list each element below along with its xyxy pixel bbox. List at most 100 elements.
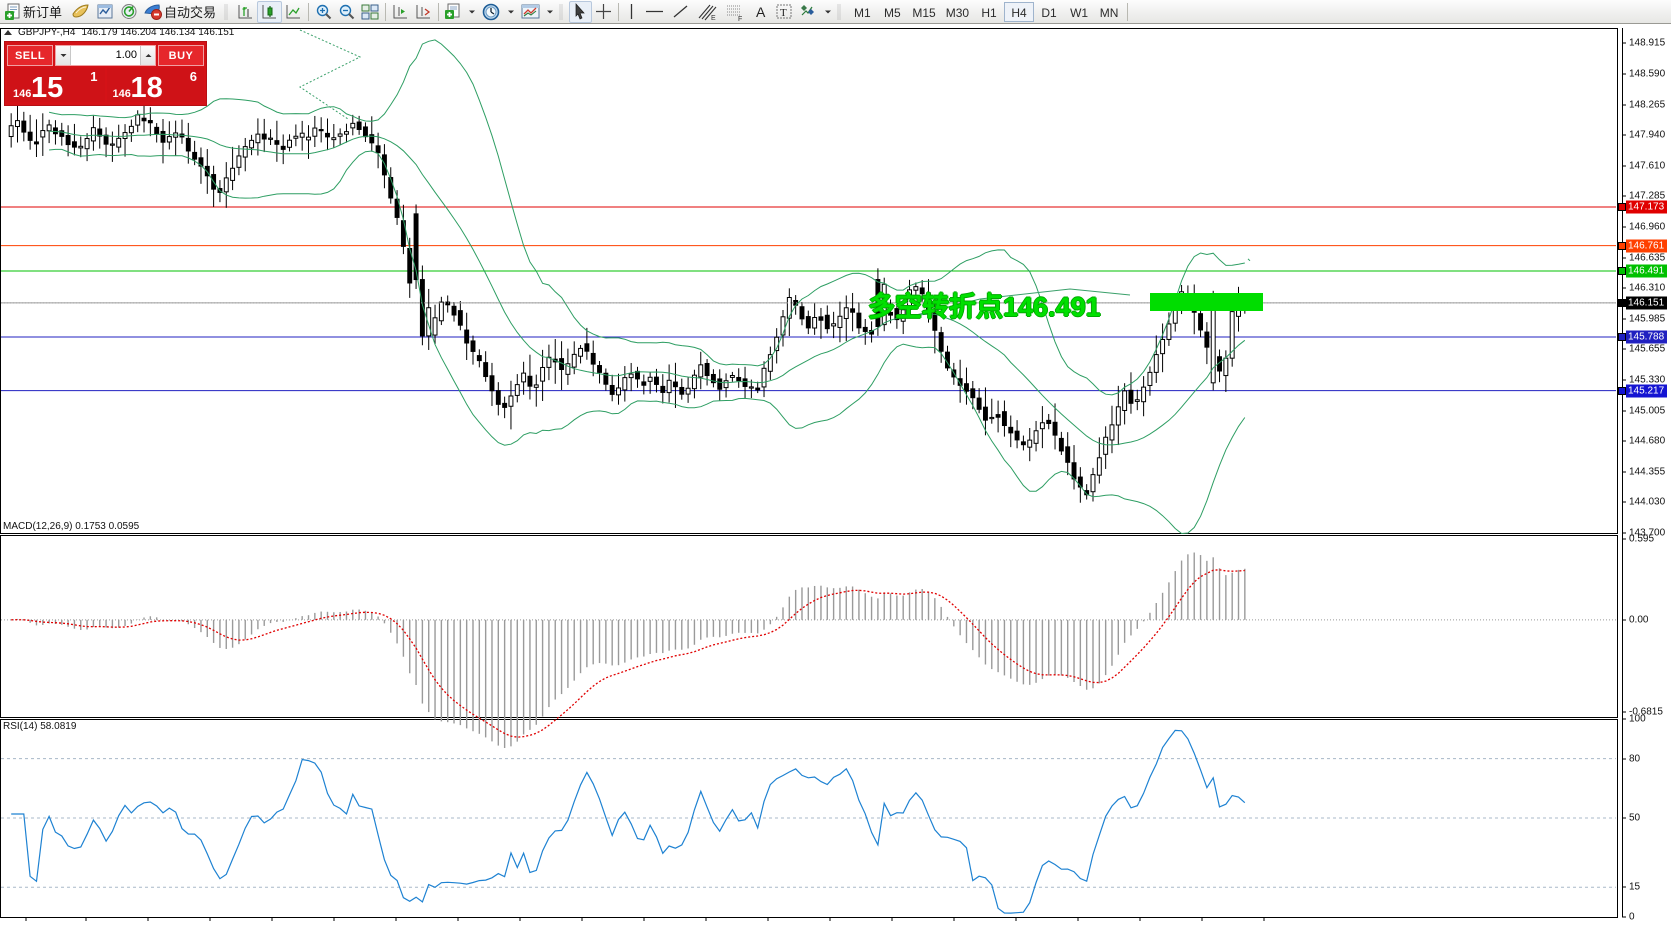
- timeframe-w1[interactable]: W1: [1070, 5, 1089, 20]
- price-tick: [1622, 471, 1626, 473]
- zoom-in-icon[interactable]: [312, 1, 335, 23]
- level-line-handle[interactable]: [1618, 203, 1626, 211]
- new-order-button[interactable]: 新订单: [2, 1, 68, 23]
- level-line-handle[interactable]: [1618, 333, 1626, 341]
- chart-shift-icon[interactable]: [389, 1, 412, 23]
- template-icon[interactable]: [518, 1, 543, 23]
- timeframe-m1[interactable]: M1: [854, 5, 871, 20]
- symbol-info-bar: GBPJPY-,H4 146.179 146.204 146.134 146.1…: [0, 26, 234, 38]
- toolbar-grip-3[interactable]: [836, 3, 844, 21]
- zoom-out-icon[interactable]: [335, 1, 358, 23]
- chart-graphics: [0, 28, 1623, 921]
- trendline-icon[interactable]: [668, 1, 693, 23]
- price-tick: [1622, 532, 1626, 534]
- new-order-label: 新订单: [23, 5, 63, 20]
- timeframe-mn[interactable]: MN: [1099, 5, 1119, 20]
- template-dropdown[interactable]: [543, 1, 557, 23]
- chart-annotation-highlight[interactable]: [1150, 293, 1263, 311]
- market-watch-icon[interactable]: [93, 1, 117, 23]
- arrows-tool-icon[interactable]: [796, 1, 821, 23]
- arrows-dropdown[interactable]: [821, 1, 835, 23]
- sell-price-display[interactable]: 146 15 1: [7, 68, 105, 104]
- tile-windows-icon[interactable]: [358, 1, 382, 23]
- level-line-price-tag[interactable]: 146.151: [1626, 296, 1668, 310]
- rsi-axis-label: 15: [1629, 881, 1641, 893]
- toolbar-separator-5: [1124, 2, 1131, 21]
- rsi-axis-label: 0: [1629, 911, 1635, 923]
- price-tick: [1622, 134, 1626, 136]
- toolbar-grip[interactable]: [223, 3, 231, 21]
- macd-axis-label: -0.6815: [1629, 706, 1663, 718]
- add-indicator-icon[interactable]: [442, 1, 465, 23]
- add-indicator-dropdown[interactable]: [465, 1, 479, 23]
- rsi-tick: [1622, 758, 1626, 760]
- price-axis-label: 144.355: [1629, 466, 1666, 478]
- chart-collapse-icon[interactable]: [4, 29, 12, 35]
- level-line-price-tag[interactable]: 145.217: [1626, 384, 1668, 398]
- price-axis-label: 143.700: [1629, 527, 1666, 539]
- chart-autoscroll-icon[interactable]: [412, 1, 435, 23]
- bar-chart-icon[interactable]: [234, 1, 257, 23]
- fibonacci-icon[interactable]: F: [721, 1, 749, 23]
- rsi-indicator-title: RSI(14) 58.0819: [3, 721, 77, 732]
- buy-price-display[interactable]: 146 18 6: [106, 68, 204, 104]
- level-line-handle[interactable]: [1618, 267, 1626, 276]
- period-clock-icon[interactable]: [479, 1, 504, 23]
- line-chart-icon[interactable]: [282, 1, 305, 23]
- price-axis-label: 146.635: [1629, 252, 1666, 263]
- level-line-handle[interactable]: [1618, 298, 1626, 307]
- price-axis-label: 144.030: [1629, 496, 1666, 508]
- buy-button[interactable]: BUY: [158, 44, 204, 66]
- equidistant-channel-icon[interactable]: E: [693, 1, 721, 23]
- volume-decrease-icon[interactable]: [56, 45, 71, 65]
- level-line-price-tag[interactable]: 147.173: [1626, 200, 1668, 214]
- volume-input[interactable]: 1.00: [115, 48, 137, 61]
- main-toolbar: 新订单: [0, 0, 1671, 24]
- volume-increase-icon[interactable]: [140, 45, 155, 65]
- price-axis-label: 145.655: [1629, 343, 1666, 355]
- expert-advisors-icon[interactable]: [68, 1, 93, 23]
- text-tool-label: A: [756, 3, 766, 20]
- vertical-line-icon[interactable]: [622, 1, 641, 23]
- level-line-price-tag[interactable]: 146.761: [1626, 239, 1668, 253]
- level-line-handle[interactable]: [1618, 241, 1626, 250]
- timeframe-m30[interactable]: M30: [945, 5, 970, 20]
- toolbar-separator-4: [615, 2, 622, 21]
- horizontal-line-icon[interactable]: [641, 1, 668, 23]
- macd-indicator-title: MACD(12,26,9) 0.1753 0.0595: [3, 521, 140, 532]
- chart-canvas-area[interactable]: 148.915 148.590 148.265 147.940 147.610 147.2…: [0, 27, 1671, 945]
- macd-axis-label: 0.00: [1629, 614, 1649, 626]
- crosshair-icon[interactable]: [592, 1, 615, 23]
- navigator-icon[interactable]: [117, 1, 141, 23]
- price-tick: [1622, 348, 1626, 350]
- price-axis-label: 146.960: [1629, 221, 1666, 233]
- sell-button[interactable]: SELL: [7, 44, 53, 66]
- level-line-price-tag[interactable]: 145.788: [1626, 330, 1668, 344]
- terminal-icon[interactable]: 自动交易: [141, 1, 222, 23]
- timeframe-h4[interactable]: H4: [1004, 1, 1035, 22]
- period-dropdown[interactable]: [504, 1, 518, 23]
- candlestick-chart-icon[interactable]: [257, 0, 283, 23]
- price-tick: [1622, 104, 1626, 105]
- level-line-handle[interactable]: [1618, 386, 1626, 395]
- price-axis-label: 147.285: [1629, 190, 1666, 202]
- cursor-arrow-icon[interactable]: [569, 0, 593, 23]
- toolbar-grip-2[interactable]: [558, 3, 566, 21]
- price-tick: [1622, 287, 1626, 289]
- level-line-price-tag[interactable]: 146.491: [1626, 264, 1668, 278]
- price-tick: [1622, 195, 1626, 197]
- timeframe-m5[interactable]: M5: [884, 5, 901, 20]
- text-tool-icon[interactable]: A: [749, 1, 772, 23]
- text-label-tool-icon[interactable]: T: [772, 1, 796, 23]
- macd-tick: [1622, 619, 1626, 621]
- timeframe-h1[interactable]: H1: [981, 5, 997, 20]
- chart-annotation-text[interactable]: 多空转折点146.491: [868, 292, 1101, 322]
- autotrade-label: 自动交易: [164, 5, 217, 20]
- symbol-title: GBPJPY-,H4: [18, 26, 76, 38]
- volume-stepper[interactable]: 1.00: [55, 44, 156, 66]
- timeframe-d1[interactable]: D1: [1041, 5, 1057, 20]
- timeframe-m15[interactable]: M15: [912, 5, 936, 20]
- buy-fraction: 6: [189, 69, 197, 84]
- price-tick: [1622, 257, 1626, 258]
